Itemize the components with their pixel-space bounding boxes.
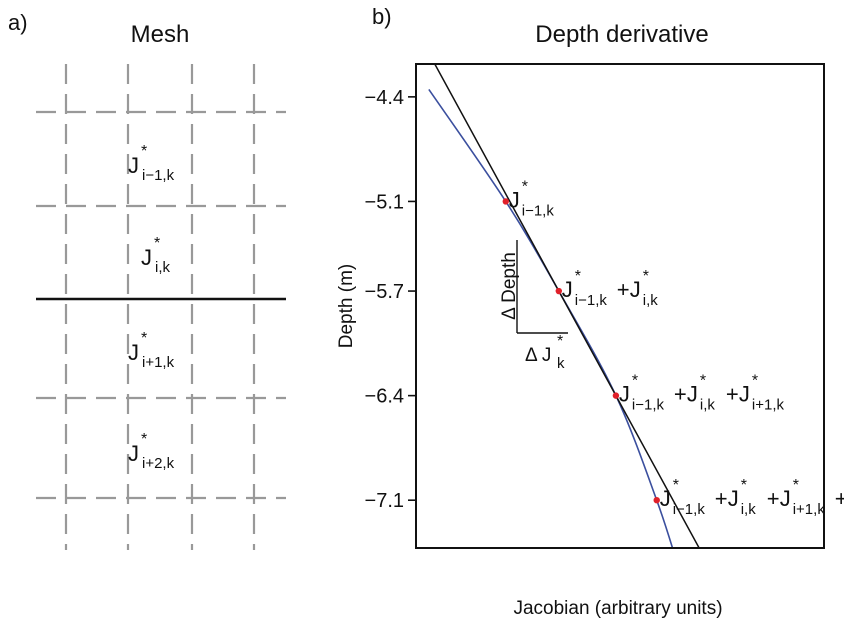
- term-sup: *: [522, 178, 528, 195]
- cell-sub: i,k: [155, 259, 171, 276]
- cell-sup: *: [141, 330, 147, 347]
- plus-sign: +: [835, 486, 844, 511]
- y-tick-label: −7.1: [365, 490, 404, 512]
- term-sup: *: [643, 268, 649, 285]
- term-sup: *: [673, 477, 679, 494]
- jacobian-curve: [428, 89, 674, 548]
- term-main: J: [619, 382, 630, 407]
- cell-main: J: [141, 245, 152, 270]
- data-point: [612, 392, 620, 399]
- cell-main: J: [128, 441, 139, 466]
- delta-j-sup: *: [557, 333, 563, 350]
- term-sup: *: [575, 268, 581, 285]
- cell-sub: i−1,k: [142, 167, 175, 184]
- plot-frame: [415, 63, 825, 549]
- y-axis: −4.4 −5.1 −5.7 −6.4 −7.1: [365, 87, 416, 512]
- term-sup: *: [793, 477, 799, 494]
- term-main: J: [660, 486, 671, 511]
- y-tick-label: −4.4: [365, 87, 404, 109]
- y-axis-label: Depth (m): [336, 264, 357, 348]
- cell-sub: i+2,k: [142, 455, 175, 472]
- term-main: J: [630, 277, 641, 302]
- term-sup: *: [741, 477, 747, 494]
- plus-sign: +: [715, 486, 728, 511]
- point-label: J*i−1,k+J*i,k+J*i+1,k+J*i+2,k: [660, 477, 844, 518]
- term-main: J: [728, 486, 739, 511]
- plus-sign: +: [674, 382, 687, 407]
- term-sup: *: [752, 373, 758, 390]
- mesh-cell-label: J * i+1,k: [128, 330, 175, 371]
- term-main: J: [739, 382, 750, 407]
- term-sub: i−1,k: [575, 292, 608, 309]
- delta-triangle: Δ Depth Δ J * k: [499, 240, 568, 372]
- cell-sub: i+1,k: [142, 354, 175, 371]
- plus-sign: +: [617, 277, 630, 302]
- mesh-cell-label: J * i+2,k: [128, 431, 175, 472]
- mesh-title: Mesh: [131, 21, 190, 48]
- y-tick-label: −5.7: [365, 281, 404, 303]
- plus-sign: +: [726, 382, 739, 407]
- data-point: [502, 198, 509, 205]
- point-labels: J*i−1,kJ*i−1,k + J*i,kJ*i−1,k + J*i,k + J*i+1,…: [509, 178, 844, 518]
- term-sub: i,k: [741, 501, 757, 518]
- x-axis-label: Jacobian (arbitrary units): [513, 598, 722, 619]
- term-main: J: [780, 486, 791, 511]
- delta-j-sub: k: [557, 355, 565, 372]
- term-sub: i,k: [700, 397, 716, 414]
- point-label: J* i−1,k: [509, 178, 555, 219]
- term-main: J: [687, 382, 698, 407]
- data-points: [502, 198, 660, 504]
- term-sub: i+1,k: [793, 501, 826, 518]
- mesh-grid: [36, 64, 286, 550]
- cell-main: J: [128, 340, 139, 365]
- term-sub: i−1,k: [632, 397, 665, 414]
- term-main: J: [562, 277, 573, 302]
- point-label: J*i−1,k + J*i,k: [562, 268, 659, 309]
- delta-j-label: Δ J: [525, 345, 551, 366]
- tangent-line: [433, 64, 701, 548]
- cell-sup: *: [154, 235, 160, 252]
- term-main: J: [509, 187, 520, 212]
- point-label: J*i−1,k + J*i,k + J*i+1,k: [619, 373, 785, 414]
- panel-b: b) Depth derivative −4.4 −5.1 −5.7 −6.4 −7.1…: [336, 4, 844, 619]
- mesh-cell-label: J * i−1,k: [128, 143, 175, 184]
- data-point: [555, 287, 562, 295]
- term-sub: i+1,k: [752, 397, 785, 414]
- term-sup: *: [632, 373, 638, 390]
- plus-sign: +: [767, 486, 780, 511]
- term-sub: i−1,k: [522, 202, 555, 219]
- panel-a-label: a): [8, 10, 28, 35]
- cell-sup: *: [141, 431, 147, 448]
- term-sub: i−1,k: [673, 501, 706, 518]
- mesh-cell-label: J * i,k: [141, 235, 171, 276]
- chart-title: Depth derivative: [535, 21, 708, 48]
- cell-main: J: [128, 153, 139, 178]
- delta-depth-label: Δ Depth: [499, 252, 520, 320]
- panel-a: a) Mesh J * i−1,k J * i,k J * i+1,k: [8, 10, 286, 550]
- cell-sup: *: [141, 143, 147, 160]
- panel-b-label: b): [372, 4, 392, 29]
- data-point: [653, 496, 660, 504]
- y-tick-label: −6.4: [365, 386, 404, 408]
- term-sub: i,k: [643, 292, 659, 309]
- y-tick-label: −5.1: [365, 191, 404, 213]
- term-sup: *: [700, 373, 706, 390]
